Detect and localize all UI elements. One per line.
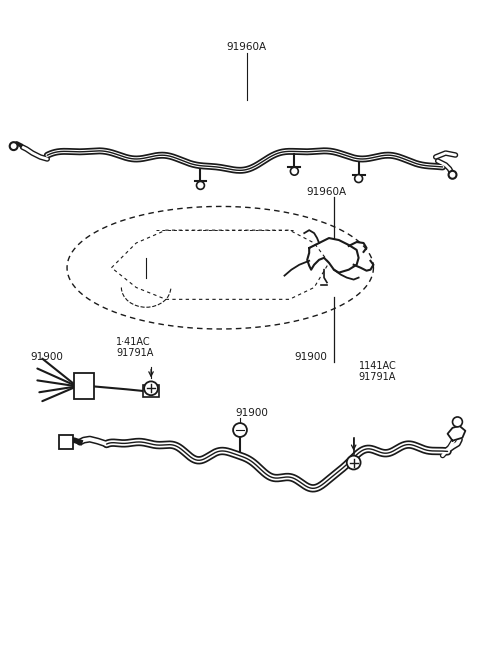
Circle shape (233, 423, 247, 437)
Text: 91900: 91900 (235, 408, 268, 418)
Text: 91791A: 91791A (117, 348, 154, 357)
Circle shape (144, 381, 158, 396)
Circle shape (196, 181, 204, 189)
Circle shape (10, 142, 18, 150)
Text: 91791A: 91791A (359, 373, 396, 382)
Circle shape (453, 417, 462, 427)
Circle shape (290, 168, 298, 175)
Polygon shape (447, 426, 466, 441)
Circle shape (347, 456, 360, 470)
Text: 1141AC: 1141AC (359, 361, 396, 371)
FancyBboxPatch shape (74, 373, 94, 399)
Text: 91900: 91900 (294, 351, 327, 361)
Circle shape (355, 175, 362, 183)
FancyBboxPatch shape (143, 386, 159, 397)
FancyBboxPatch shape (59, 435, 73, 449)
Text: 91900: 91900 (30, 351, 63, 361)
Text: 91960A: 91960A (306, 187, 347, 196)
Circle shape (448, 171, 456, 179)
Text: 91960A: 91960A (227, 42, 267, 53)
Text: 1·41AC: 1·41AC (117, 337, 151, 347)
